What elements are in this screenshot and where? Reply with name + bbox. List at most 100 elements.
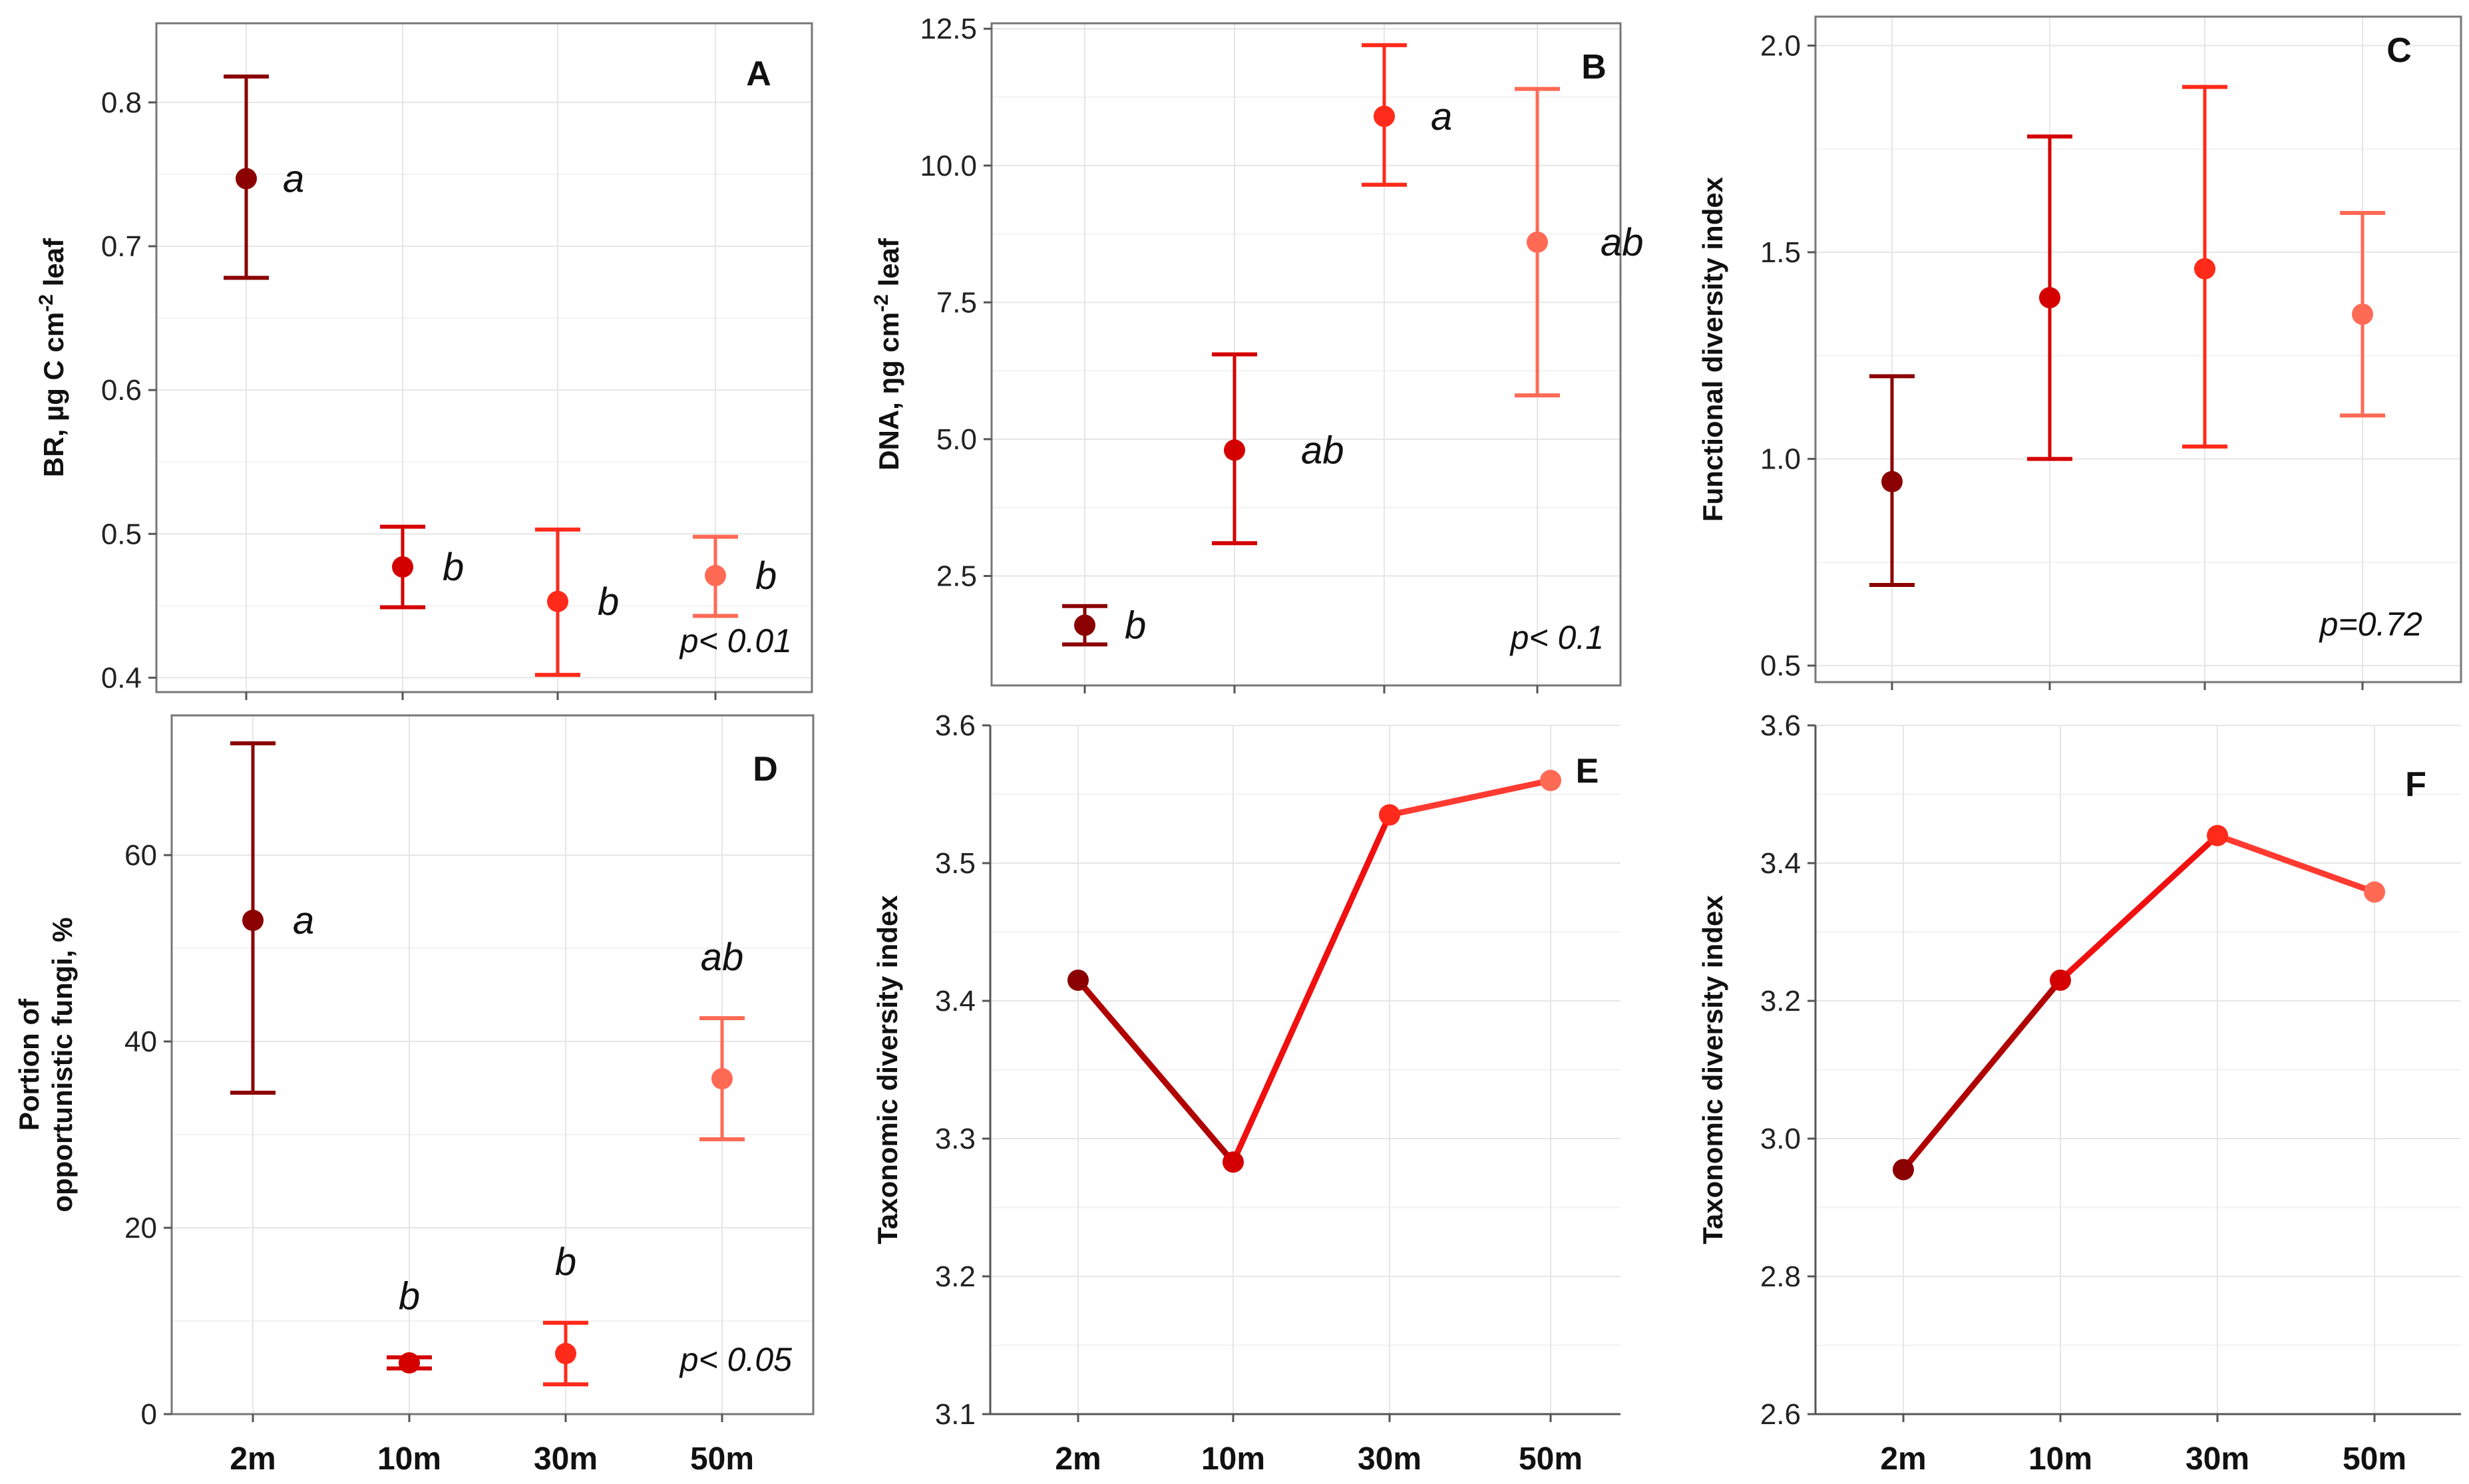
series-line-segment [1900,977,2064,1173]
x-tick-label: 50m [1519,1441,1583,1477]
y-tick-label: 3.2 [1760,985,1801,1018]
x-tick-label: 2m [1055,1441,1101,1477]
y-tick-label: 3.6 [935,709,976,742]
significance-letter: a [283,157,304,200]
x-tick-label: 50m [2343,1441,2406,1477]
y-tick-label: 2.8 [1760,1260,1801,1293]
data-point [1893,1159,1914,1181]
mean-point [547,590,568,612]
y-axis-title-main: Taxonomic diversity index [1697,895,1728,1244]
panel-F: 2.6 2.8 3.0 3.2 3.4 3.6 2m 10m 30m 50m Taxonomic d… [1697,709,2461,1477]
y-tick-label: 12.5 [920,13,977,45]
significance-letter: b [755,554,777,598]
data-point [1379,804,1400,826]
significance-letter: ab [1601,221,1644,264]
y-tick-label: 3.4 [1760,847,1801,880]
panel-C: 0.5 1.0 1.5 2.0 Functional diversity index Cp… [1697,15,2462,690]
mean-point [711,1068,733,1089]
mean-point [242,910,264,931]
panel-B: 2.5 5.0 7.5 10.0 12.5 DNA, ŋg cm-2 leaf Bb ab a a… [870,13,1644,693]
significance-letter: ab [701,936,744,979]
significance-letter: a [1431,95,1452,138]
y-tick-label: 0 [141,1398,157,1431]
y-tick-label: 2.6 [1760,1398,1801,1431]
y-axis-title-main: DNA, ŋg cm [873,312,904,470]
panel-letter: F [2405,765,2426,804]
p-value-label: p< 0.01 [679,622,792,659]
p-value-label: p< 0.05 [679,1341,792,1378]
x-tick-label: 10m [377,1441,441,1477]
y-axis-title-tail: leaf [38,238,69,294]
panel-E: 3.1 3.2 3.3 3.4 3.5 3.6 2m 10m 30m 50m Taxonomic d… [872,709,1620,1477]
y-tick-label: 0.7 [101,230,142,263]
y-axis-title: DNA, ŋg cm-2 leaf [870,238,904,470]
mean-point [1224,439,1245,461]
significance-letter: b [1125,604,1146,648]
plot-frame [155,22,813,693]
significance-letter: b [399,1275,420,1318]
x-tick-label: 30m [534,1441,598,1477]
y-tick-label: 3.0 [1760,1123,1801,1155]
panel-letter: E [1576,752,1599,791]
y-tick-label: 0.6 [101,374,142,407]
p-value-label: p< 0.1 [1509,619,1604,656]
y-axis-title: Portion of [13,998,45,1131]
mean-point [399,1352,420,1374]
y-axis-title: Taxonomic diversity index [872,895,903,1244]
significance-letter: b [598,580,619,624]
y-tick-label: 3.6 [1760,709,1801,742]
y-axis-title-main: BR, µg C cm [38,312,69,477]
mean-point [555,1343,576,1364]
y-axis-title: Taxonomic diversity index [1697,895,1728,1244]
mean-point [1881,470,1903,492]
y-axis-title-main: Functional diversity index [1697,176,1728,522]
mean-point [2039,287,2060,309]
panel-letter: D [753,750,778,789]
y-tick-label: 40 [124,1025,157,1058]
y-tick-label: 3.2 [935,1260,976,1293]
y-axis-title: Functional diversity index [1697,176,1728,522]
y-axis-title-main: Taxonomic diversity index [872,895,903,1244]
y-tick-label: 0.5 [101,518,142,550]
series-line-segment [1386,777,1554,819]
panel-letter: A [746,55,771,93]
mean-point [392,556,413,578]
panel-A: 0.4 0.5 0.6 0.7 0.8 BR, µg C cm-2 leaf Aa b b b p<… [35,22,813,700]
mean-point [2194,258,2215,279]
mean-point [1374,105,1395,127]
y-tick-label: 1.0 [1760,443,1801,476]
mean-point [236,168,257,190]
data-point [1223,1151,1244,1173]
p-value-label: p=0.72 [2319,606,2423,643]
mean-point [705,564,726,586]
x-tick-label: 10m [2028,1441,2092,1477]
y-tick-label: 20 [124,1212,157,1244]
y-tick-label: 3.1 [935,1398,976,1431]
y-tick-label: 5.0 [936,423,977,456]
mean-point [2352,303,2373,325]
panel-D: 0 20 40 60 2m 10m 30m 50m Portion of opportunisti… [13,714,815,1477]
y-tick-label: 0.5 [1760,649,1801,682]
x-tick-label: 50m [690,1441,754,1477]
y-tick-label: 0.4 [101,661,142,694]
mean-point [1527,231,1548,253]
y-tick-label: 10.0 [920,150,977,182]
y-tick-label: 7.5 [936,286,977,319]
x-tick-label: 30m [2185,1441,2249,1477]
significance-letter: a [293,899,314,942]
data-point [1540,769,1561,791]
data-point [2364,881,2385,903]
y-axis-title-superscript: -2 [35,294,57,312]
y-tick-label: 3.3 [935,1123,976,1155]
series-line-segment [2214,833,2378,895]
y-tick-label: 3.4 [935,985,976,1018]
y-axis-title-line2: opportunistic fungi, % [47,917,78,1212]
y-tick-label: 60 [124,839,157,872]
data-point [1067,969,1089,991]
significance-letter: b [555,1240,576,1284]
panel-letter: C [2386,31,2412,70]
plot-frame [1814,15,2462,683]
series-line-segment [1230,812,1393,1165]
y-tick-label: 3.5 [935,847,976,880]
data-point [2207,825,2228,846]
